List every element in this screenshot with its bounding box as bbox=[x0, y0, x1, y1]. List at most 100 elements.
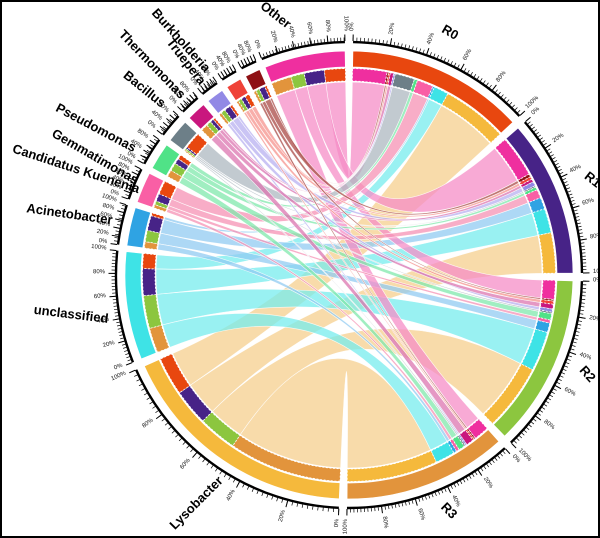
ribbon-Burkholderia-R0 bbox=[269, 84, 387, 184]
tick-minor bbox=[161, 418, 165, 422]
tick-major bbox=[125, 362, 133, 366]
tick-minor bbox=[577, 225, 582, 228]
split-Gemmatimonas-R2 bbox=[170, 162, 187, 178]
tick-minor bbox=[113, 308, 118, 311]
tick-major bbox=[511, 442, 517, 449]
tick-major bbox=[381, 506, 383, 514]
segment-R1: 0% 20% 40% 60% 80% 100% R1 bbox=[494, 106, 600, 275]
tick-label-Lysobacter-20: 20% bbox=[278, 509, 287, 523]
tick-minor bbox=[500, 453, 503, 457]
tick-label-Pseudomonas-40: 40% bbox=[150, 109, 164, 122]
band-Truepera bbox=[226, 78, 249, 102]
tick-minor bbox=[265, 52, 268, 56]
tick-minor bbox=[408, 45, 411, 49]
tick-minor bbox=[535, 131, 540, 135]
tick-minor bbox=[531, 126, 535, 130]
tick-major bbox=[249, 55, 254, 62]
tick-minor bbox=[543, 403, 548, 407]
tick-minor bbox=[450, 61, 453, 65]
tick-major bbox=[554, 385, 562, 390]
tick-major bbox=[192, 452, 198, 458]
tick-major bbox=[285, 500, 289, 508]
tick-minor bbox=[155, 410, 159, 413]
tick-minor bbox=[573, 209, 578, 212]
tick-label-R1-40: 40% bbox=[569, 164, 583, 175]
tick-minor bbox=[281, 47, 284, 51]
tick-minor bbox=[572, 203, 576, 205]
tick-major bbox=[291, 41, 295, 48]
band-Gemmatimonas bbox=[151, 144, 181, 177]
tick-minor bbox=[489, 84, 492, 89]
tick-label-Burkholderia-0: 0% bbox=[231, 49, 241, 60]
tick-label-Candidatus-Kuenenia-20: 20% bbox=[109, 181, 123, 191]
tick-label-R2-40: 40% bbox=[579, 352, 593, 362]
tick-minor bbox=[118, 217, 122, 220]
tick-minor bbox=[223, 473, 227, 478]
segment-Other: 0%20% 40% 60% 80% 100%Other bbox=[252, 2, 349, 96]
tick-minor bbox=[261, 492, 264, 497]
tick-minor bbox=[167, 121, 171, 125]
tick-minor bbox=[219, 471, 222, 475]
tick-minor bbox=[537, 412, 541, 416]
tick-minor bbox=[127, 188, 132, 190]
tick-label-Other-0: 0% bbox=[252, 39, 261, 50]
tick-minor bbox=[441, 489, 444, 494]
ring-arc bbox=[161, 115, 180, 136]
tick-minor bbox=[479, 78, 483, 82]
tick-minor bbox=[474, 471, 478, 476]
band-Pseudomonas bbox=[169, 121, 198, 151]
tick-minor bbox=[141, 158, 146, 161]
tick-minor bbox=[164, 422, 168, 426]
tick-minor bbox=[537, 134, 542, 138]
tick-major bbox=[240, 59, 245, 67]
tick-major bbox=[569, 351, 577, 355]
tick-minor bbox=[521, 432, 525, 436]
tick-minor bbox=[559, 172, 564, 175]
band-unclassified bbox=[124, 251, 157, 360]
tick-minor bbox=[470, 72, 473, 76]
tick-minor bbox=[422, 49, 425, 54]
tick-major bbox=[326, 35, 329, 43]
tick-minor bbox=[440, 56, 443, 60]
tick-label-Acinetobacter-100: 100% bbox=[101, 193, 118, 204]
tick-label-Gemmatimonas-40: 40% bbox=[129, 139, 143, 151]
tick-minor bbox=[579, 232, 583, 234]
tick-label-Other-100: 100% bbox=[342, 16, 348, 32]
tick-minor bbox=[135, 169, 140, 173]
split-R0-Acinetobacter bbox=[427, 85, 436, 99]
tick-major bbox=[143, 149, 150, 154]
tick-minor bbox=[115, 230, 120, 232]
tick-minor bbox=[558, 169, 562, 172]
segment-label-Acinetobacter: Acinetobacter bbox=[26, 200, 114, 227]
split-Truepera-R0 bbox=[244, 93, 256, 108]
tick-minor bbox=[506, 99, 510, 103]
tick-major bbox=[389, 38, 393, 45]
tick-minor bbox=[565, 184, 569, 187]
tick-minor bbox=[294, 43, 296, 48]
tick-minor bbox=[443, 57, 446, 62]
tick-minor bbox=[256, 490, 259, 495]
tick-minor bbox=[307, 41, 309, 45]
split-R3-Other bbox=[467, 418, 488, 439]
ribbons bbox=[155, 81, 543, 469]
tick-label-Truepera-80: 80% bbox=[220, 51, 232, 65]
tick-minor bbox=[181, 105, 185, 109]
tick-minor bbox=[498, 91, 501, 96]
tick-minor bbox=[126, 356, 130, 359]
tick-minor bbox=[394, 504, 397, 508]
tick-minor bbox=[141, 388, 145, 391]
tick-minor bbox=[287, 45, 290, 49]
segment-label-R1: R1 bbox=[582, 168, 600, 190]
segment-label-R0: R0 bbox=[439, 21, 461, 42]
split-Lysobacter-R1 bbox=[178, 385, 213, 422]
tick-minor bbox=[497, 455, 501, 459]
tick-label-Lysobacter-80: 80% bbox=[141, 417, 155, 429]
tick-minor bbox=[310, 40, 312, 45]
tick-label-Gemmatimonas-80: 80% bbox=[136, 128, 150, 140]
tick-minor bbox=[561, 372, 566, 375]
tick-minor bbox=[453, 483, 457, 488]
split-R2-unclassified bbox=[520, 328, 548, 371]
tick-minor bbox=[518, 435, 522, 439]
split-R3-Burkholderia bbox=[466, 427, 476, 440]
tick-minor bbox=[578, 229, 583, 231]
